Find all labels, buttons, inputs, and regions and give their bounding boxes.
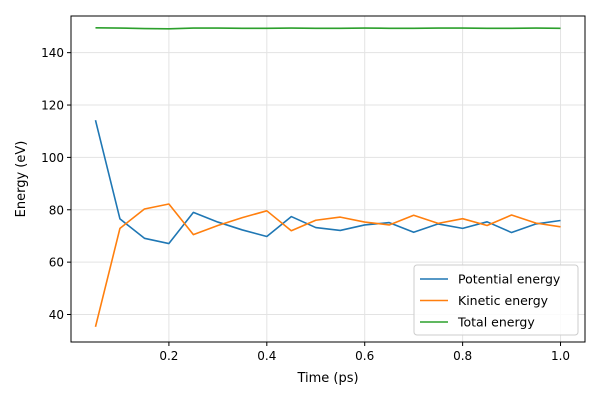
y-tick-label: 60 [49,256,64,270]
legend-label: Kinetic energy [458,293,549,308]
y-tick-label: 80 [49,203,64,217]
series-line-potential-energy [94,120,561,245]
series-line-kinetic-energy [94,203,561,328]
x-tick-label: 0.8 [453,349,472,363]
legend: Potential energy Kinetic energy Total ener… [413,264,579,336]
x-axis-label: Time (ps) [296,371,358,386]
y-axis-ticks: 40 60 80 100 120 140 [41,46,71,322]
y-axis-label: Energy (eV) [14,141,29,218]
y-tick-label: 100 [41,151,64,165]
y-tick-label: 140 [41,46,64,60]
legend-label: Total energy [457,315,535,330]
plot-area-frame [70,15,586,343]
x-tick-label: 1.0 [551,349,570,363]
legend-label: Potential energy [458,272,561,287]
y-tick-label: 120 [41,99,64,113]
series-line-total-energy [95,26,561,30]
x-tick-label: 0.4 [257,349,276,363]
x-tick-label: 0.6 [355,349,374,363]
x-axis-ticks: 0.2 0.4 0.6 0.8 1.0 [159,342,570,363]
legend-box [413,264,579,336]
series-lines [94,26,561,328]
grid-lines [71,16,585,342]
x-tick-label: 0.2 [159,349,178,363]
y-tick-label: 40 [49,308,64,322]
